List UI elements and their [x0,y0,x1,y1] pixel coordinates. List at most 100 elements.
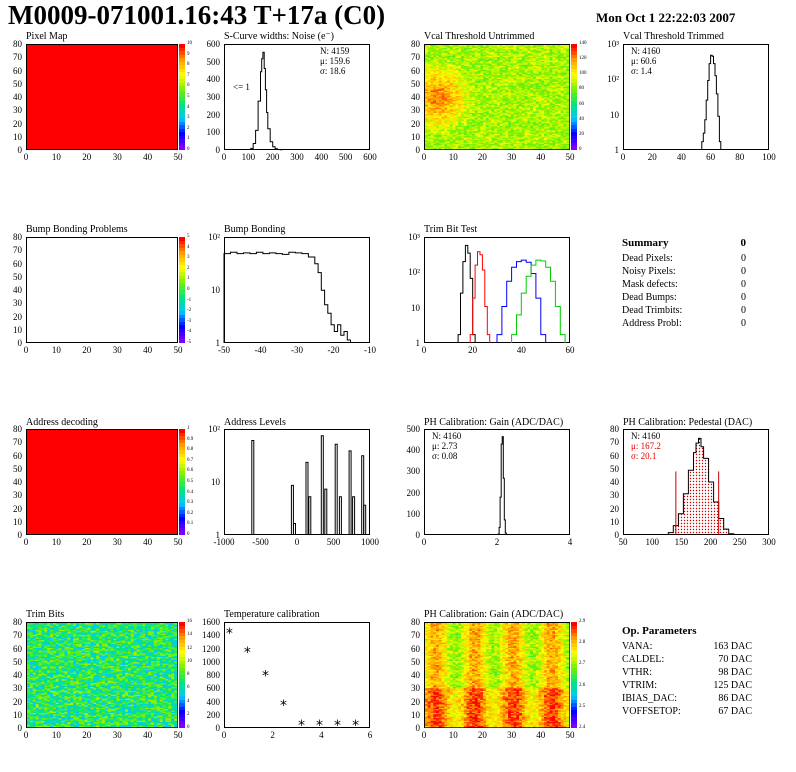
heatmap-cell [502,90,506,93]
heatmap-cell [433,129,437,132]
heatmap-cell [483,94,487,96]
heatmap-cell [436,51,440,54]
heatmap-cell [544,64,548,67]
heatmap-cell [552,133,556,135]
heatmap-cell [555,72,559,74]
heatmap-cell [461,94,465,96]
heatmap-cell [430,110,434,112]
heatmap-cell [530,125,534,128]
heatmap-cell [546,123,550,125]
heatmap-cell [508,116,512,119]
heatmap-cell [425,47,429,50]
palette-band [571,121,577,126]
heatmap-cell [433,60,437,63]
heatmap-cell [458,102,462,104]
heatmap-cell [438,51,442,54]
heatmap-cell [35,656,39,659]
heatmap-cell [491,89,495,91]
heatmap-cell [430,138,434,141]
palette-band [179,531,185,535]
heatmap-cell [449,86,453,89]
heatmap-cell [538,145,542,147]
x-tick-label: 40 [143,537,153,547]
heatmap [27,238,177,342]
heatmap-cell [499,129,503,132]
heatmap-cell [552,139,556,142]
heatmap-cell [480,45,484,47]
heatmap-cell [444,86,448,89]
heatmap-cell [502,59,506,61]
heatmap-cell [436,113,440,116]
heatmap-cell [541,138,545,141]
heatmap-cell [427,110,431,112]
heatmap-cell [524,86,528,89]
palette-band [179,485,185,490]
heatmap-cell [455,90,459,93]
heatmap-cell [441,89,445,91]
heatmap-cell [441,117,445,120]
heatmap-cell [449,121,453,124]
heatmap-cell [427,69,431,72]
heatmap-cell [477,128,481,130]
heatmap-cell [549,126,553,129]
palette-band [179,114,185,119]
heatmap-cell [541,56,545,59]
heatmap-cell [433,76,437,78]
palette-label: 0.5 [187,479,194,484]
heatmap-cell [502,73,506,76]
heatmap-cell [447,60,451,63]
heatmap-cell [541,60,545,63]
heatmap-cell [552,61,556,64]
heatmap-cell [557,113,561,116]
heatmap-cell [466,142,470,145]
heatmap-cell [472,94,476,96]
heatmap-cell [463,139,467,142]
heatmap-cell [449,93,453,95]
heatmap-cell [557,72,561,74]
heatmap-cell [32,652,36,655]
heatmap-cell [530,138,534,141]
heatmap-cell [452,110,456,112]
heatmap-cell [444,76,448,78]
heatmap-cell [29,630,34,633]
heatmap-cell [480,90,484,93]
heatmap-cell [546,64,550,67]
heatmap-cell [474,55,478,57]
heatmap-cell [480,93,484,95]
heatmap-cell [527,100,531,103]
heatmap-cell [447,102,451,104]
heatmap-cell [436,85,440,87]
x-tick-label: 200 [265,152,280,162]
palette-band [571,107,577,112]
heatmap-cell [472,103,476,106]
heatmap-cell [488,146,492,148]
heatmap-cell [430,72,434,74]
heatmap-cell [549,120,553,122]
heatmap-cell [533,68,537,70]
heatmap-cell [527,134,531,137]
heatmap-cell [510,116,514,119]
heatmap-cell [538,81,542,83]
heatmap-cell [508,104,512,107]
heatmap-cell [485,120,489,122]
palette-band [571,114,577,119]
heatmap-cell [436,97,440,99]
heatmap-cell [497,55,501,57]
heatmap-cell [533,46,537,48]
heatmap-cell [505,121,509,124]
y-tick-label: 10 [13,709,22,720]
heatmap-cell [491,91,495,94]
heatmap-cell [533,74,537,77]
heatmap-cell [436,124,440,126]
heatmap-cell [502,113,506,116]
palette-band [179,503,185,507]
heatmap-cell [516,141,520,143]
y-tick-label: 10² [607,74,619,85]
heatmap-cell [494,82,498,85]
heatmap-cell [488,77,492,80]
heatmap-cell [480,97,484,99]
heatmap-cell [549,87,553,90]
heatmap-cell [430,115,434,117]
heatmap-cell [488,90,492,93]
heatmap-cell [474,147,478,150]
